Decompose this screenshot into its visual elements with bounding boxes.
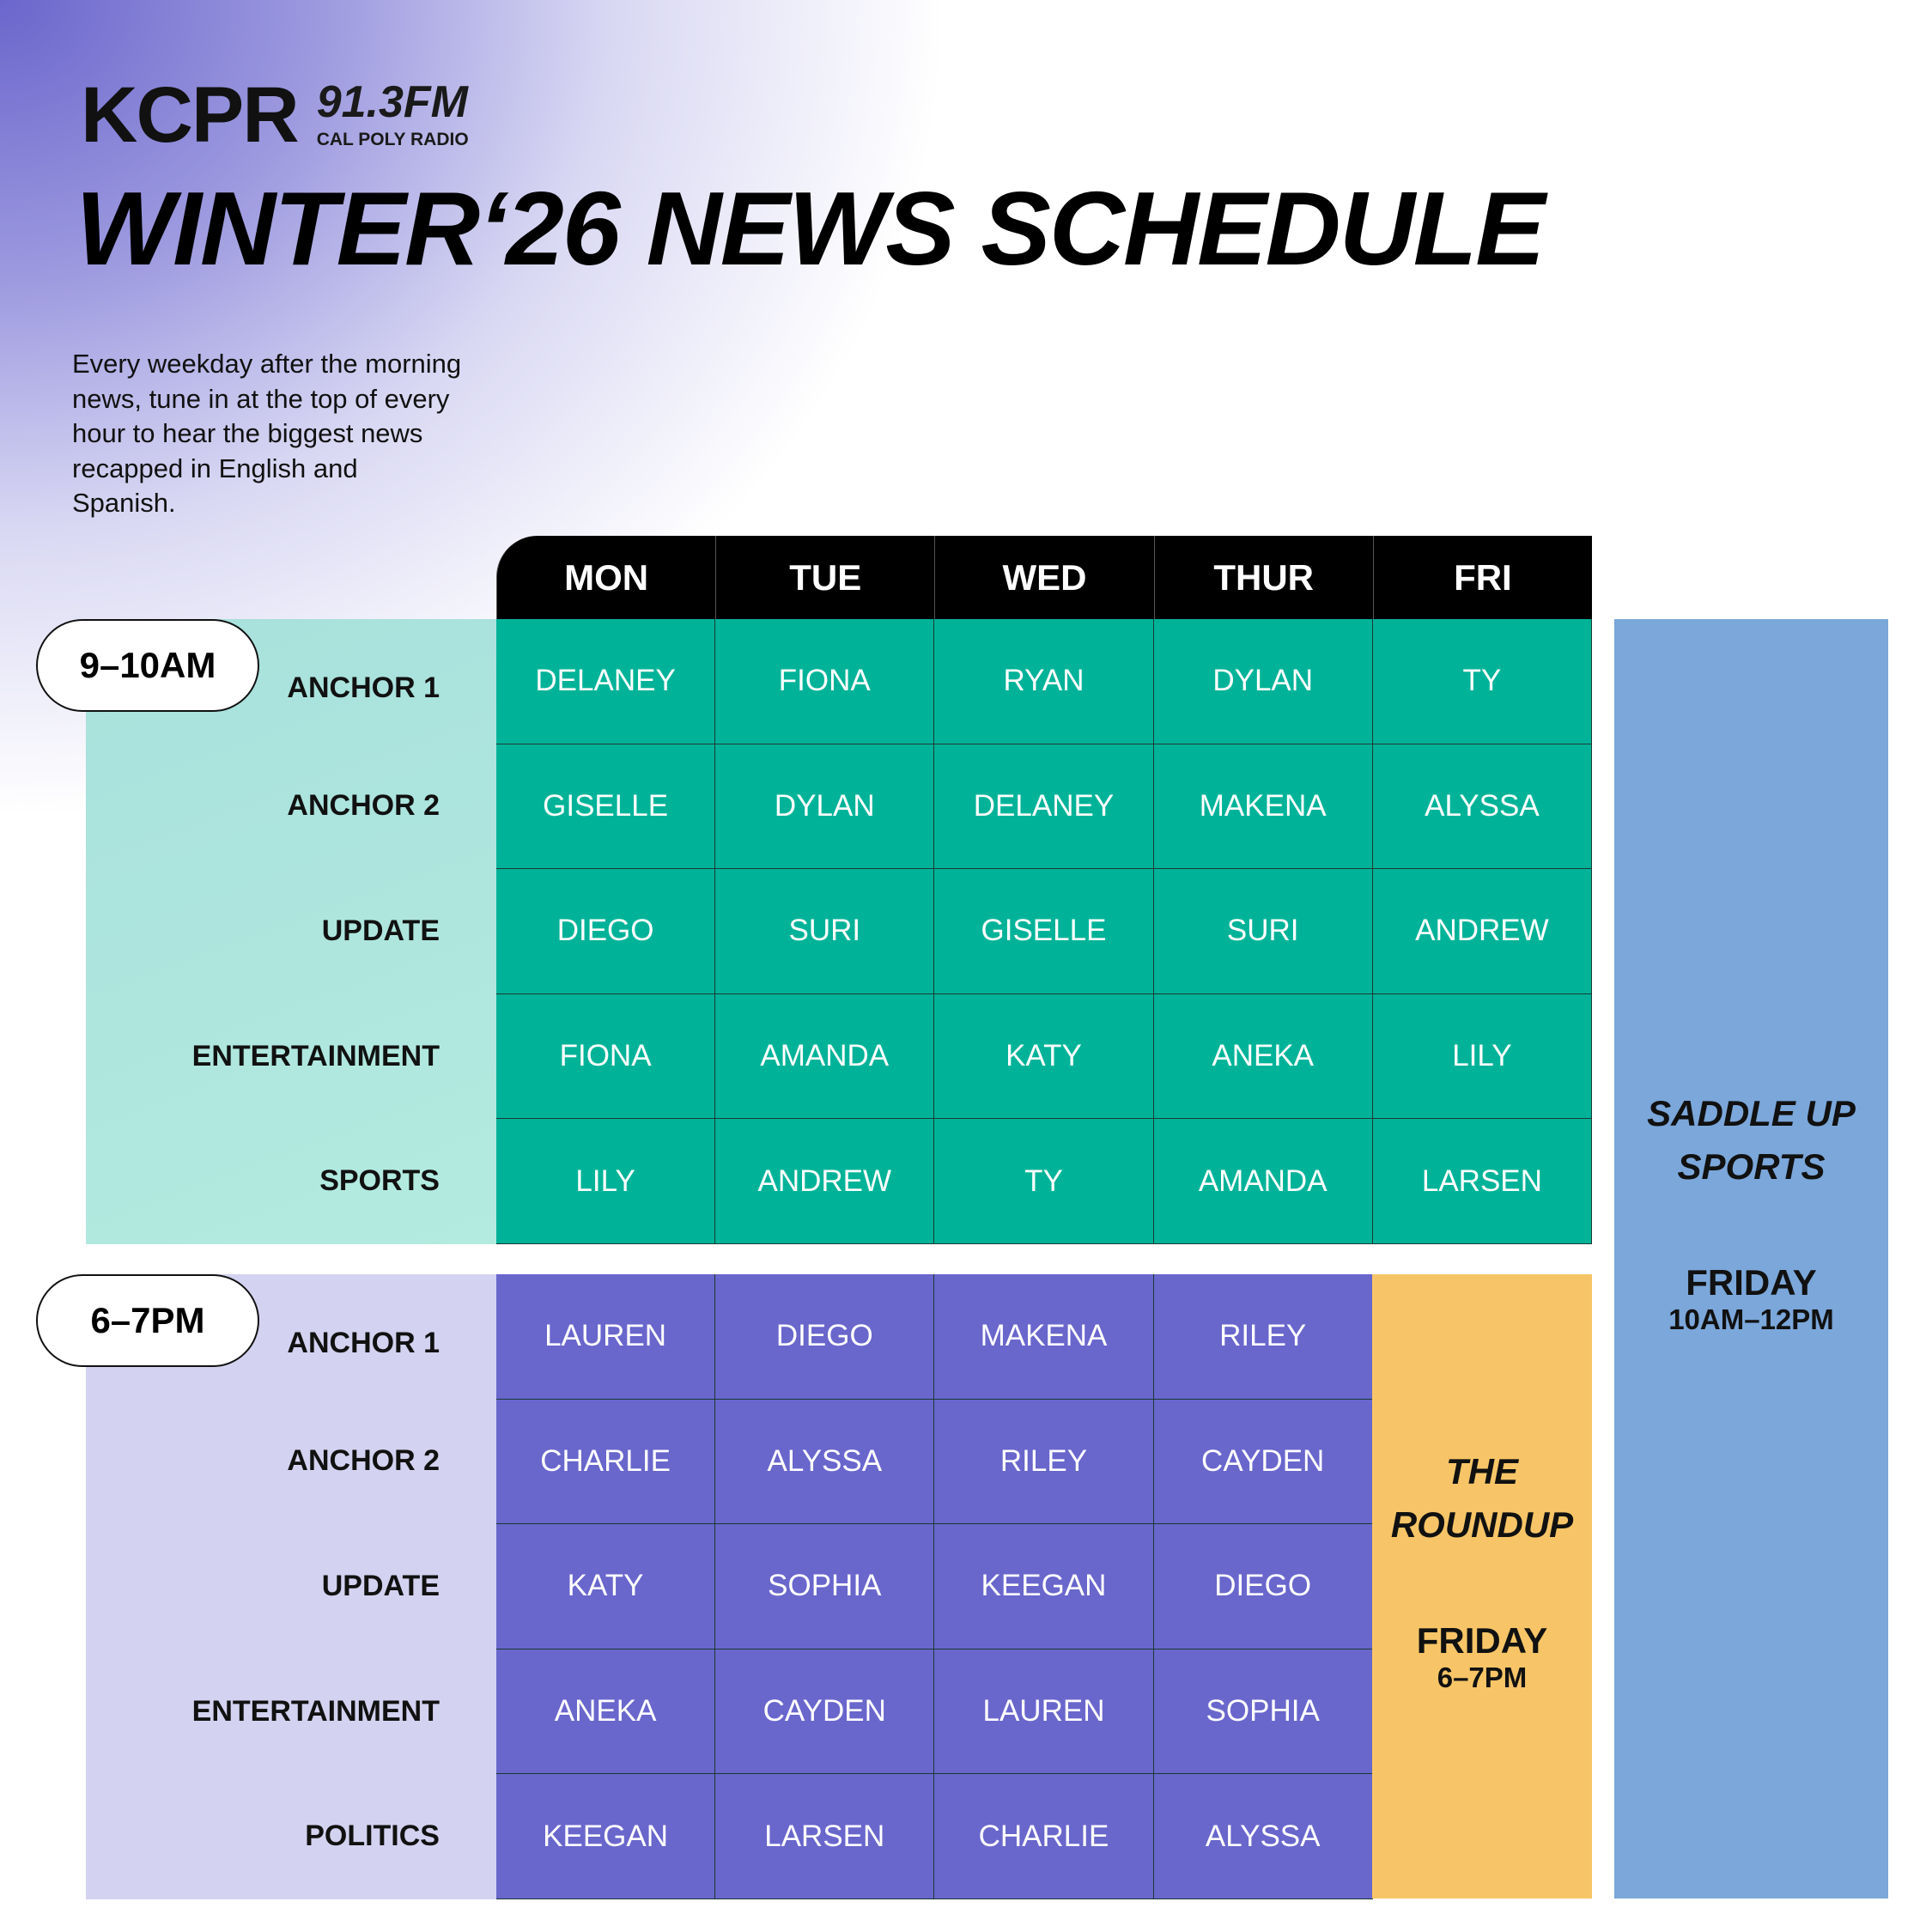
page-title: WINTER‘26 NEWS SCHEDULE xyxy=(76,170,1546,287)
row-label: ANCHOR 1 xyxy=(287,1326,440,1359)
logo-tagline: CAL POLY RADIO xyxy=(316,130,469,149)
schedule-cell: DIEGO xyxy=(1153,1524,1373,1649)
row-label: SPORTS xyxy=(319,1164,440,1198)
row-label: ANCHOR 1 xyxy=(287,671,440,704)
schedule-cell: FIONA xyxy=(496,993,716,1120)
saddle-up-box: SADDLE UP SPORTS FRIDAY 10AM–12PM xyxy=(1614,619,1888,1899)
time-slot-pill: 6–7PM xyxy=(36,1274,259,1367)
block-label-background xyxy=(86,1274,496,1899)
schedule-cell: AMANDA xyxy=(715,993,935,1120)
schedule-cell: MAKENA xyxy=(934,1274,1154,1400)
schedule-cell: KEEGAN xyxy=(934,1524,1154,1649)
row-label: ENTERTAINMENT xyxy=(191,1039,440,1072)
day-header-mon: MON xyxy=(496,536,716,619)
schedule-cell: ANEKA xyxy=(1153,993,1373,1120)
schedule-cell: ALYSSA xyxy=(1153,1774,1373,1899)
schedule-cell: ALYSSA xyxy=(1372,744,1592,870)
schedule-cell: SOPHIA xyxy=(1153,1649,1373,1775)
logo-wordmark: KCPR xyxy=(81,71,300,159)
roundup-day: FRIDAY xyxy=(1416,1619,1548,1661)
schedule-cell: LILY xyxy=(1372,993,1592,1120)
row-label: UPDATE xyxy=(321,914,440,947)
schedule-cell: FIONA xyxy=(715,619,935,744)
roundup-box: THE ROUNDUP FRIDAY 6–7PM xyxy=(1372,1274,1592,1899)
schedule-cell: AMANDA xyxy=(1153,1119,1373,1244)
schedule-cell: TY xyxy=(934,1119,1154,1244)
schedule-cell: GISELLE xyxy=(496,744,716,870)
schedule-cell: SURI xyxy=(715,869,935,994)
kcpr-logo: KCPR 91.3FM CAL POLY RADIO xyxy=(81,76,469,155)
block-label-background xyxy=(86,619,496,1244)
schedule-cell: RYAN xyxy=(934,619,1154,744)
row-label: ANCHOR 2 xyxy=(287,1444,440,1478)
schedule-cell: LARSEN xyxy=(1372,1119,1592,1244)
schedule-cell: LARSEN xyxy=(715,1774,935,1899)
saddle-up-title: SADDLE UP SPORTS xyxy=(1647,1093,1856,1187)
row-label: ENTERTAINMENT xyxy=(191,1694,440,1728)
logo-frequency: 91.3FM xyxy=(316,77,468,127)
schedule-cell: DELANEY xyxy=(496,619,716,744)
day-header-wed: WED xyxy=(934,536,1154,619)
day-header-thur: THUR xyxy=(1153,536,1373,619)
schedule-cell: LILY xyxy=(496,1119,716,1244)
schedule-cell: CHARLIE xyxy=(496,1399,716,1525)
schedule-cell: CHARLIE xyxy=(934,1774,1154,1899)
time-slot-pill: 9–10AM xyxy=(36,619,259,712)
schedule-cell: TY xyxy=(1372,619,1592,744)
intro-text: Every weekday after the morning news, tu… xyxy=(72,349,462,518)
schedule-cell: ANDREW xyxy=(715,1119,935,1244)
schedule-cell: RILEY xyxy=(1153,1274,1373,1400)
row-label: POLITICS xyxy=(305,1820,440,1853)
schedule-cell: DYLAN xyxy=(1153,619,1373,744)
schedule-cell: SURI xyxy=(1153,869,1373,994)
schedule-cell: CAYDEN xyxy=(1153,1399,1373,1525)
schedule-cell: RILEY xyxy=(934,1399,1154,1525)
row-label: ANCHOR 2 xyxy=(287,789,440,823)
saddle-up-time: 10AM–12PM xyxy=(1668,1303,1834,1335)
roundup-title: THE ROUNDUP xyxy=(1390,1450,1574,1545)
saddle-up-day: FRIDAY xyxy=(1686,1262,1817,1303)
schedule-cell: KATY xyxy=(934,993,1154,1120)
schedule-cell: DYLAN xyxy=(715,744,935,870)
schedule-cell: SOPHIA xyxy=(715,1524,935,1649)
schedule-cell: CAYDEN xyxy=(715,1649,935,1775)
day-header-fri: FRI xyxy=(1372,536,1592,619)
schedule-cell: DIEGO xyxy=(715,1274,935,1400)
schedule-cell: ANDREW xyxy=(1372,869,1592,994)
roundup-time: 6–7PM xyxy=(1437,1661,1528,1693)
row-label: UPDATE xyxy=(321,1570,440,1602)
schedule-cell: GISELLE xyxy=(934,869,1154,994)
day-header-tue: TUE xyxy=(715,536,935,619)
schedule-cell: KEEGAN xyxy=(496,1774,716,1899)
schedule-cell: KATY xyxy=(496,1524,716,1649)
schedule-cell: ANEKA xyxy=(496,1649,716,1775)
schedule-cell: LAUREN xyxy=(496,1274,716,1400)
schedule-cell: DIEGO xyxy=(496,869,716,994)
schedule-cell: LAUREN xyxy=(934,1649,1154,1775)
schedule-cell: ALYSSA xyxy=(715,1399,935,1525)
schedule-cell: DELANEY xyxy=(934,744,1154,870)
schedule-cell: MAKENA xyxy=(1153,744,1373,870)
